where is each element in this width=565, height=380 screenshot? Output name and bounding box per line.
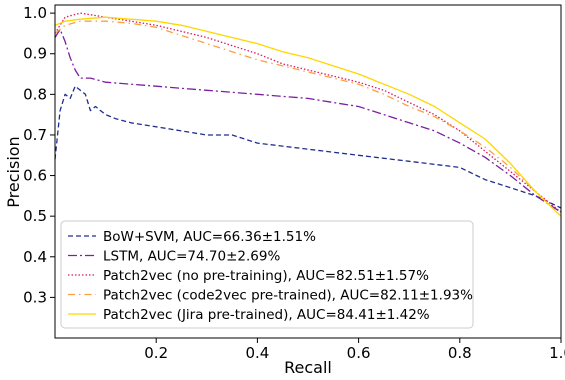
y-tick-label: 0.6 — [23, 167, 47, 185]
series-line-1 — [54, 85, 562, 209]
x-tick-label: 0.2 — [144, 344, 168, 362]
legend-label: BoW+SVM, AUC=66.36±1.51% — [103, 229, 316, 245]
legend-label: LSTM, AUC=74.70±2.69% — [103, 249, 280, 265]
y-tick-label: 0.3 — [23, 288, 47, 306]
legend-label: Patch2vec (no pre-training), AUC=82.51±1… — [103, 268, 429, 284]
series-line-4 — [54, 20, 562, 217]
series-line-2 — [54, 28, 562, 213]
x-axis-title: Recall — [284, 358, 332, 377]
y-tick-label: 0.4 — [23, 248, 47, 266]
x-tick-label: 0.6 — [347, 344, 371, 362]
x-tick-label: 0.4 — [245, 344, 269, 362]
legend: BoW+SVM, AUC=66.36±1.51% LSTM, AUC=74.70±… — [60, 220, 474, 329]
x-tick-label: 1.0 — [549, 344, 565, 362]
legend-label: Patch2vec (Jira pre-trained), AUC=84.41±… — [103, 307, 430, 323]
x-axis-ticks: 0.2 0.4 0.6 0.8 1.0 — [144, 338, 565, 362]
y-tick-label: 0.8 — [23, 85, 47, 103]
y-tick-label: 0.5 — [23, 207, 47, 225]
legend-box — [60, 220, 474, 329]
plot-frame — [54, 4, 562, 339]
series-line-5 — [54, 16, 562, 217]
y-tick-label: 0.9 — [23, 45, 47, 63]
y-axis-ticks: 0.3 0.4 0.5 0.6 0.7 0.8 0.9 1.0 — [23, 4, 55, 306]
y-axis-title: Precision — [4, 136, 23, 207]
legend-label: Patch2vec (code2vec pre-trained), AUC=82… — [103, 288, 473, 304]
series-layer — [54, 12, 562, 217]
y-tick-label: 0.7 — [23, 126, 47, 144]
x-tick-label: 0.8 — [448, 344, 472, 362]
y-tick-label: 1.0 — [23, 4, 47, 22]
